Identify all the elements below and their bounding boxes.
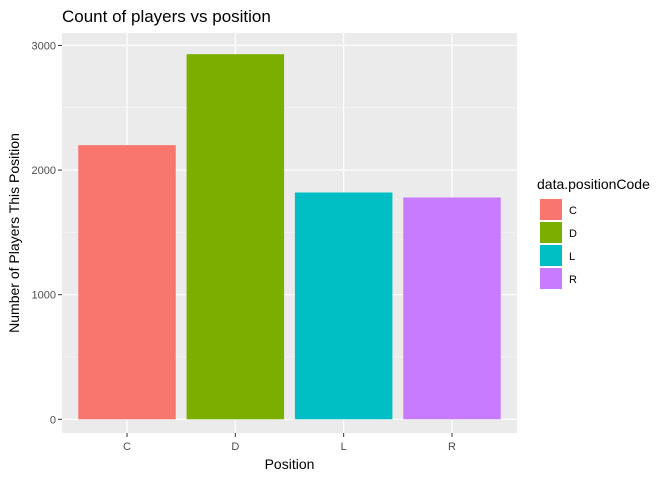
y-tick-label: 0 — [50, 414, 56, 426]
bar-r — [403, 197, 501, 420]
bars — [78, 54, 501, 420]
y-tick-label: 1000 — [32, 290, 56, 302]
x-tick-label: R — [448, 441, 456, 453]
y-tick-label: 3000 — [32, 40, 56, 52]
x-tick-label: D — [231, 441, 239, 453]
bar-l — [294, 192, 393, 420]
legend-label-l: L — [569, 251, 575, 263]
bar-c — [78, 145, 176, 420]
x-axis-title: Position — [265, 456, 315, 472]
legend-label-r: R — [569, 274, 577, 286]
legend-title: data.positionCode — [537, 176, 650, 192]
legend-swatch-c — [540, 199, 562, 220]
x-tick-label: C — [123, 441, 131, 453]
y-axis-title: Number of Players This Position — [6, 133, 22, 333]
y-axis: 0 1000 2000 3000 — [32, 40, 62, 426]
bar-d — [186, 54, 285, 420]
legend-swatch-d — [540, 222, 562, 243]
y-tick-label: 2000 — [32, 165, 56, 177]
x-tick-label: L — [341, 441, 347, 453]
legend-label-d: D — [569, 228, 577, 240]
chart-title: Count of players vs position — [62, 7, 271, 26]
legend-label-c: C — [569, 205, 577, 217]
legend-swatch-r — [540, 268, 562, 289]
legend-swatch-l — [540, 245, 562, 266]
